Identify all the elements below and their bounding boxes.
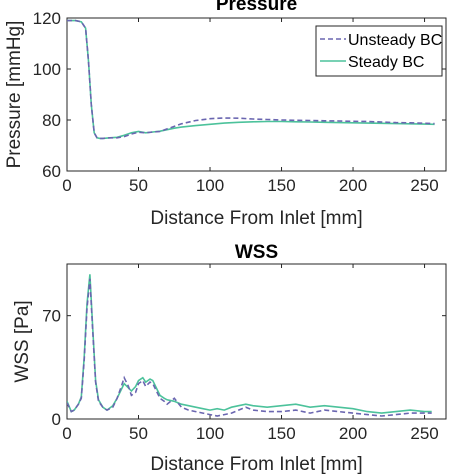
pressure-legend-label: Unsteady BC xyxy=(348,32,442,49)
wss-xtick-label: 250 xyxy=(410,424,438,443)
wss-panel: 0 50 100 150 200 250 0 70 WSS Distance From Inlet… xyxy=(12,242,447,474)
wss-chart-title: WSS xyxy=(235,242,278,263)
pressure-ytick-label: 80 xyxy=(42,111,61,130)
wss-series-unsteady-bc xyxy=(67,278,432,417)
pressure-xtick-label: 150 xyxy=(267,176,295,195)
pressure-xtick-label: 200 xyxy=(339,176,367,195)
pressure-xtick-label: 100 xyxy=(196,176,224,195)
wss-ytick-label: 70 xyxy=(42,307,61,326)
pressure-legend: Unsteady BC Steady BC xyxy=(315,25,443,77)
pressure-xtick-label: 250 xyxy=(410,176,438,195)
pressure-legend-box xyxy=(315,25,443,77)
wss-xtick-label: 150 xyxy=(267,424,295,443)
pressure-ytick-label: 100 xyxy=(33,60,61,79)
pressure-ytick-label: 120 xyxy=(33,9,61,28)
wss-series-steady-bc xyxy=(67,274,432,414)
wss-ytick-label: 0 xyxy=(52,410,61,429)
pressure-legend-label: Steady BC xyxy=(348,54,424,71)
pressure-y-axis-label: Pressure [mmHg] xyxy=(4,21,25,169)
wss-xtick-label: 100 xyxy=(196,424,224,443)
pressure-ytick-label: 60 xyxy=(42,162,61,181)
pressure-series-unsteady-bc xyxy=(67,19,435,140)
pressure-xtick-label: 0 xyxy=(62,176,71,195)
wss-xtick-label: 200 xyxy=(339,424,367,443)
wss-xtick-label: 50 xyxy=(129,424,148,443)
wss-y-axis-label: WSS [Pa] xyxy=(12,300,33,382)
pressure-xtick-label: 50 xyxy=(129,176,148,195)
wss-axes-box xyxy=(66,263,447,420)
pressure-x-axis-label: Distance From Inlet [mm] xyxy=(150,208,362,229)
pressure-chart-title: Pressure xyxy=(216,0,297,15)
wss-xtick-label: 0 xyxy=(62,424,71,443)
wss-x-axis-label: Distance From Inlet [mm] xyxy=(150,454,362,474)
pressure-panel: 0 50 100 150 200 250 60 80 100 120 Pressure Distanc… xyxy=(4,0,447,229)
